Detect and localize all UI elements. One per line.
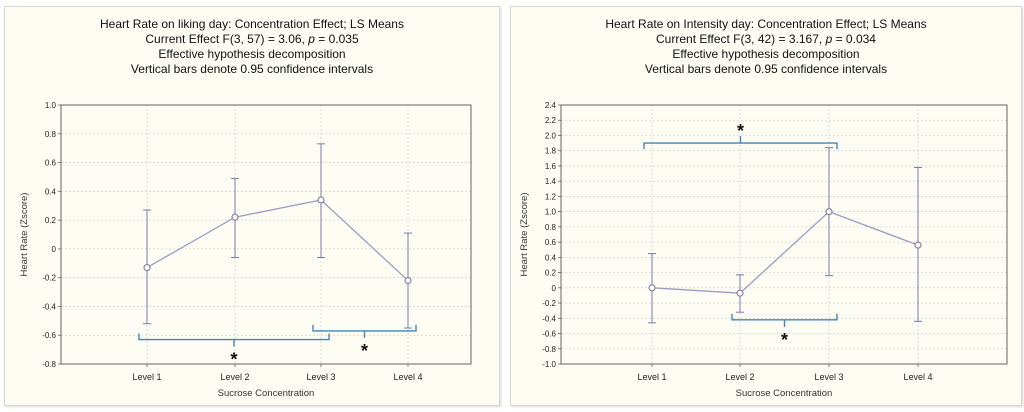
- p-value: = 0.035: [318, 32, 359, 46]
- significance-star: *: [361, 341, 368, 361]
- y-tick-label: -0.2: [42, 274, 56, 283]
- y-tick-label: -0.4: [542, 314, 556, 323]
- chart-header: Heart Rate on Intensity day: Concentrati…: [511, 17, 1021, 77]
- significance-star: *: [230, 350, 237, 370]
- y-tick-label: -0.8: [542, 345, 556, 354]
- y-tick-label: -0.4: [42, 302, 56, 311]
- hypothesis-note: Effective hypothesis decomposition: [672, 47, 860, 61]
- y-tick-label: 0.8: [545, 223, 557, 232]
- y-tick-label: -0.6: [42, 331, 56, 340]
- y-tick-label: 2.4: [545, 101, 557, 110]
- chart-panel-intensity: Heart Rate on Intensity day: Concentrati…: [510, 6, 1022, 406]
- y-tick-label: 0.4: [45, 187, 57, 196]
- chart-title: Heart Rate on liking day: Concentration …: [100, 17, 404, 31]
- y-tick-label: 2.2: [545, 116, 557, 125]
- y-tick-label: 0.2: [45, 216, 57, 225]
- y-axis-label: Heart Rate (Zscore): [19, 193, 30, 277]
- y-tick-label: 0.6: [45, 159, 57, 168]
- series-line: [651, 210, 919, 294]
- y-tick-label: -0.6: [542, 330, 556, 339]
- y-tick-label: 0.8: [45, 130, 57, 139]
- chart-plot-liking: 1.0 0.8 0.6 0.4 0.2 0 -0.2 -0.4 -0.6 -0.8 Level 1 L…: [19, 101, 472, 399]
- y-tick-label: 1.0: [45, 101, 57, 110]
- x-tick-label: Level 2: [220, 372, 249, 382]
- significance-bracket: [138, 333, 330, 347]
- y-tick-label: 1.6: [545, 162, 557, 171]
- data-point: [404, 276, 412, 285]
- plot-frame: [60, 104, 472, 365]
- y-tick-label: -0.8: [42, 360, 56, 369]
- x-tick-label: Level 4: [393, 372, 422, 382]
- y-tick-label: -0.2: [542, 299, 556, 308]
- y-tick-label: 0.6: [545, 238, 557, 247]
- chart-plot-intensity: 2.4 2.2 2.0 1.8 1.6 1.4 1.2 1.0 0.8 0.6 0.4 0.2 0 -0.…: [519, 101, 1008, 399]
- data-point: [825, 208, 833, 216]
- significance-bracket: [643, 136, 838, 150]
- significance-star: *: [781, 330, 788, 350]
- p-symbol: p: [825, 32, 833, 46]
- x-tick-label: Level 3: [814, 372, 843, 382]
- effect-statistic: Current Effect F(3, 57) = 3.06,: [145, 32, 305, 46]
- x-tick-label: Level 2: [725, 372, 754, 382]
- series-line: [146, 199, 409, 282]
- x-tick-label: Level 1: [132, 372, 161, 382]
- p-value: = 0.034: [835, 32, 876, 46]
- hypothesis-note: Effective hypothesis decomposition: [158, 47, 346, 61]
- significance-star: *: [737, 121, 744, 141]
- y-tick-label: 0: [52, 245, 57, 254]
- y-tick-label: 0: [552, 284, 557, 293]
- data-point: [736, 289, 744, 297]
- x-tick-label: Level 1: [637, 372, 666, 382]
- effect-statistic: Current Effect F(3, 42) = 3.167,: [656, 32, 823, 46]
- x-axis-label: Sucrose Concentration: [218, 388, 315, 399]
- x-tick-label: Level 4: [903, 372, 932, 382]
- y-tick-label: 0.2: [545, 269, 557, 278]
- y-tick-label: 0.4: [545, 253, 557, 262]
- effect-line: Current Effect F(3, 42) = 3.167, p = 0.0…: [511, 32, 1021, 47]
- significance-bracket: [312, 324, 417, 338]
- x-axis-label: Sucrose Concentration: [736, 388, 833, 399]
- chart-header: Heart Rate on liking day: Concentration …: [5, 17, 499, 77]
- data-point: [231, 213, 239, 221]
- chart-panel-liking: Heart Rate on liking day: Concentration …: [4, 6, 500, 406]
- data-point: [648, 284, 656, 292]
- data-point: [914, 241, 922, 249]
- y-tick-label: 2.0: [545, 131, 557, 140]
- y-tick-label: 1.8: [545, 147, 557, 156]
- x-tick-label: Level 3: [306, 372, 335, 382]
- y-tick-label: 1.4: [545, 177, 557, 186]
- p-symbol: p: [308, 32, 315, 46]
- ci-note: Vertical bars denote 0.95 confidence int…: [130, 62, 374, 76]
- y-axis-label: Heart Rate (Zscore): [519, 193, 530, 277]
- y-tick-label: -1.0: [542, 360, 556, 369]
- effect-line: Current Effect F(3, 57) = 3.06, p = 0.03…: [5, 32, 499, 47]
- y-tick-label: 1.0: [545, 208, 557, 217]
- ci-note: Vertical bars denote 0.95 confidence int…: [644, 62, 888, 76]
- data-point: [143, 264, 151, 272]
- plot-frame: [560, 104, 1008, 365]
- data-point: [317, 196, 325, 204]
- chart-title: Heart Rate on Intensity day: Concentrati…: [605, 17, 927, 31]
- y-tick-label: 1.2: [545, 192, 557, 201]
- significance-bracket: [731, 313, 838, 327]
